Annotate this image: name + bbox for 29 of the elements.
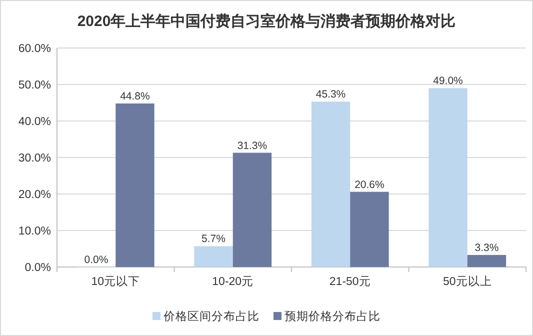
x-tick-label: 10元以下: [91, 275, 140, 288]
bar: [232, 152, 272, 267]
legend-label: 价格区间分布占比: [162, 310, 260, 323]
y-tick-label: 20.0%: [18, 189, 51, 201]
data-label: 5.7%: [202, 233, 226, 246]
y-tick-label: 40.0%: [18, 116, 51, 128]
x-tick-label: 50元以上: [442, 275, 492, 288]
bar: [116, 103, 154, 267]
data-label: 31.3%: [237, 140, 268, 152]
y-tick-label: 0.0%: [24, 262, 51, 274]
bar: [467, 254, 506, 267]
data-label: 44.8%: [120, 90, 150, 102]
data-label: 0.0%: [84, 254, 108, 266]
x-tick-label: 21-50元: [329, 275, 371, 288]
bar: [194, 246, 233, 267]
data-label: 45.3%: [316, 88, 346, 101]
data-label: 49.0%: [433, 75, 463, 88]
bar: [428, 88, 468, 267]
x-tick-label: 10-20元: [212, 275, 254, 288]
y-tick-label: 10.0%: [18, 226, 51, 238]
bar: [350, 192, 389, 267]
bar: [311, 102, 350, 267]
title: 2020年上半年中国付费自习室价格与消费者预期价格对比: [77, 13, 456, 30]
data-label: 3.3%: [474, 242, 499, 254]
legend-label: 预期价格分布占比: [284, 310, 380, 323]
y-tick-label: 50.0%: [18, 80, 51, 92]
y-tick-label: 60.0%: [18, 43, 51, 55]
y-tick-label: 30.0%: [18, 152, 51, 164]
data-label: 20.6%: [354, 178, 384, 191]
